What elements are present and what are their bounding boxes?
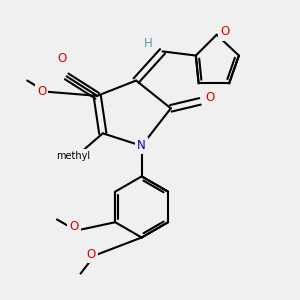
Text: O: O: [86, 248, 96, 261]
Text: methyl: methyl: [56, 151, 91, 160]
Text: O: O: [58, 52, 67, 65]
Text: H: H: [144, 37, 153, 50]
Text: O: O: [205, 91, 214, 104]
Text: N: N: [137, 139, 146, 152]
Text: O: O: [70, 220, 79, 233]
Text: O: O: [220, 26, 230, 38]
Text: O: O: [37, 85, 46, 98]
